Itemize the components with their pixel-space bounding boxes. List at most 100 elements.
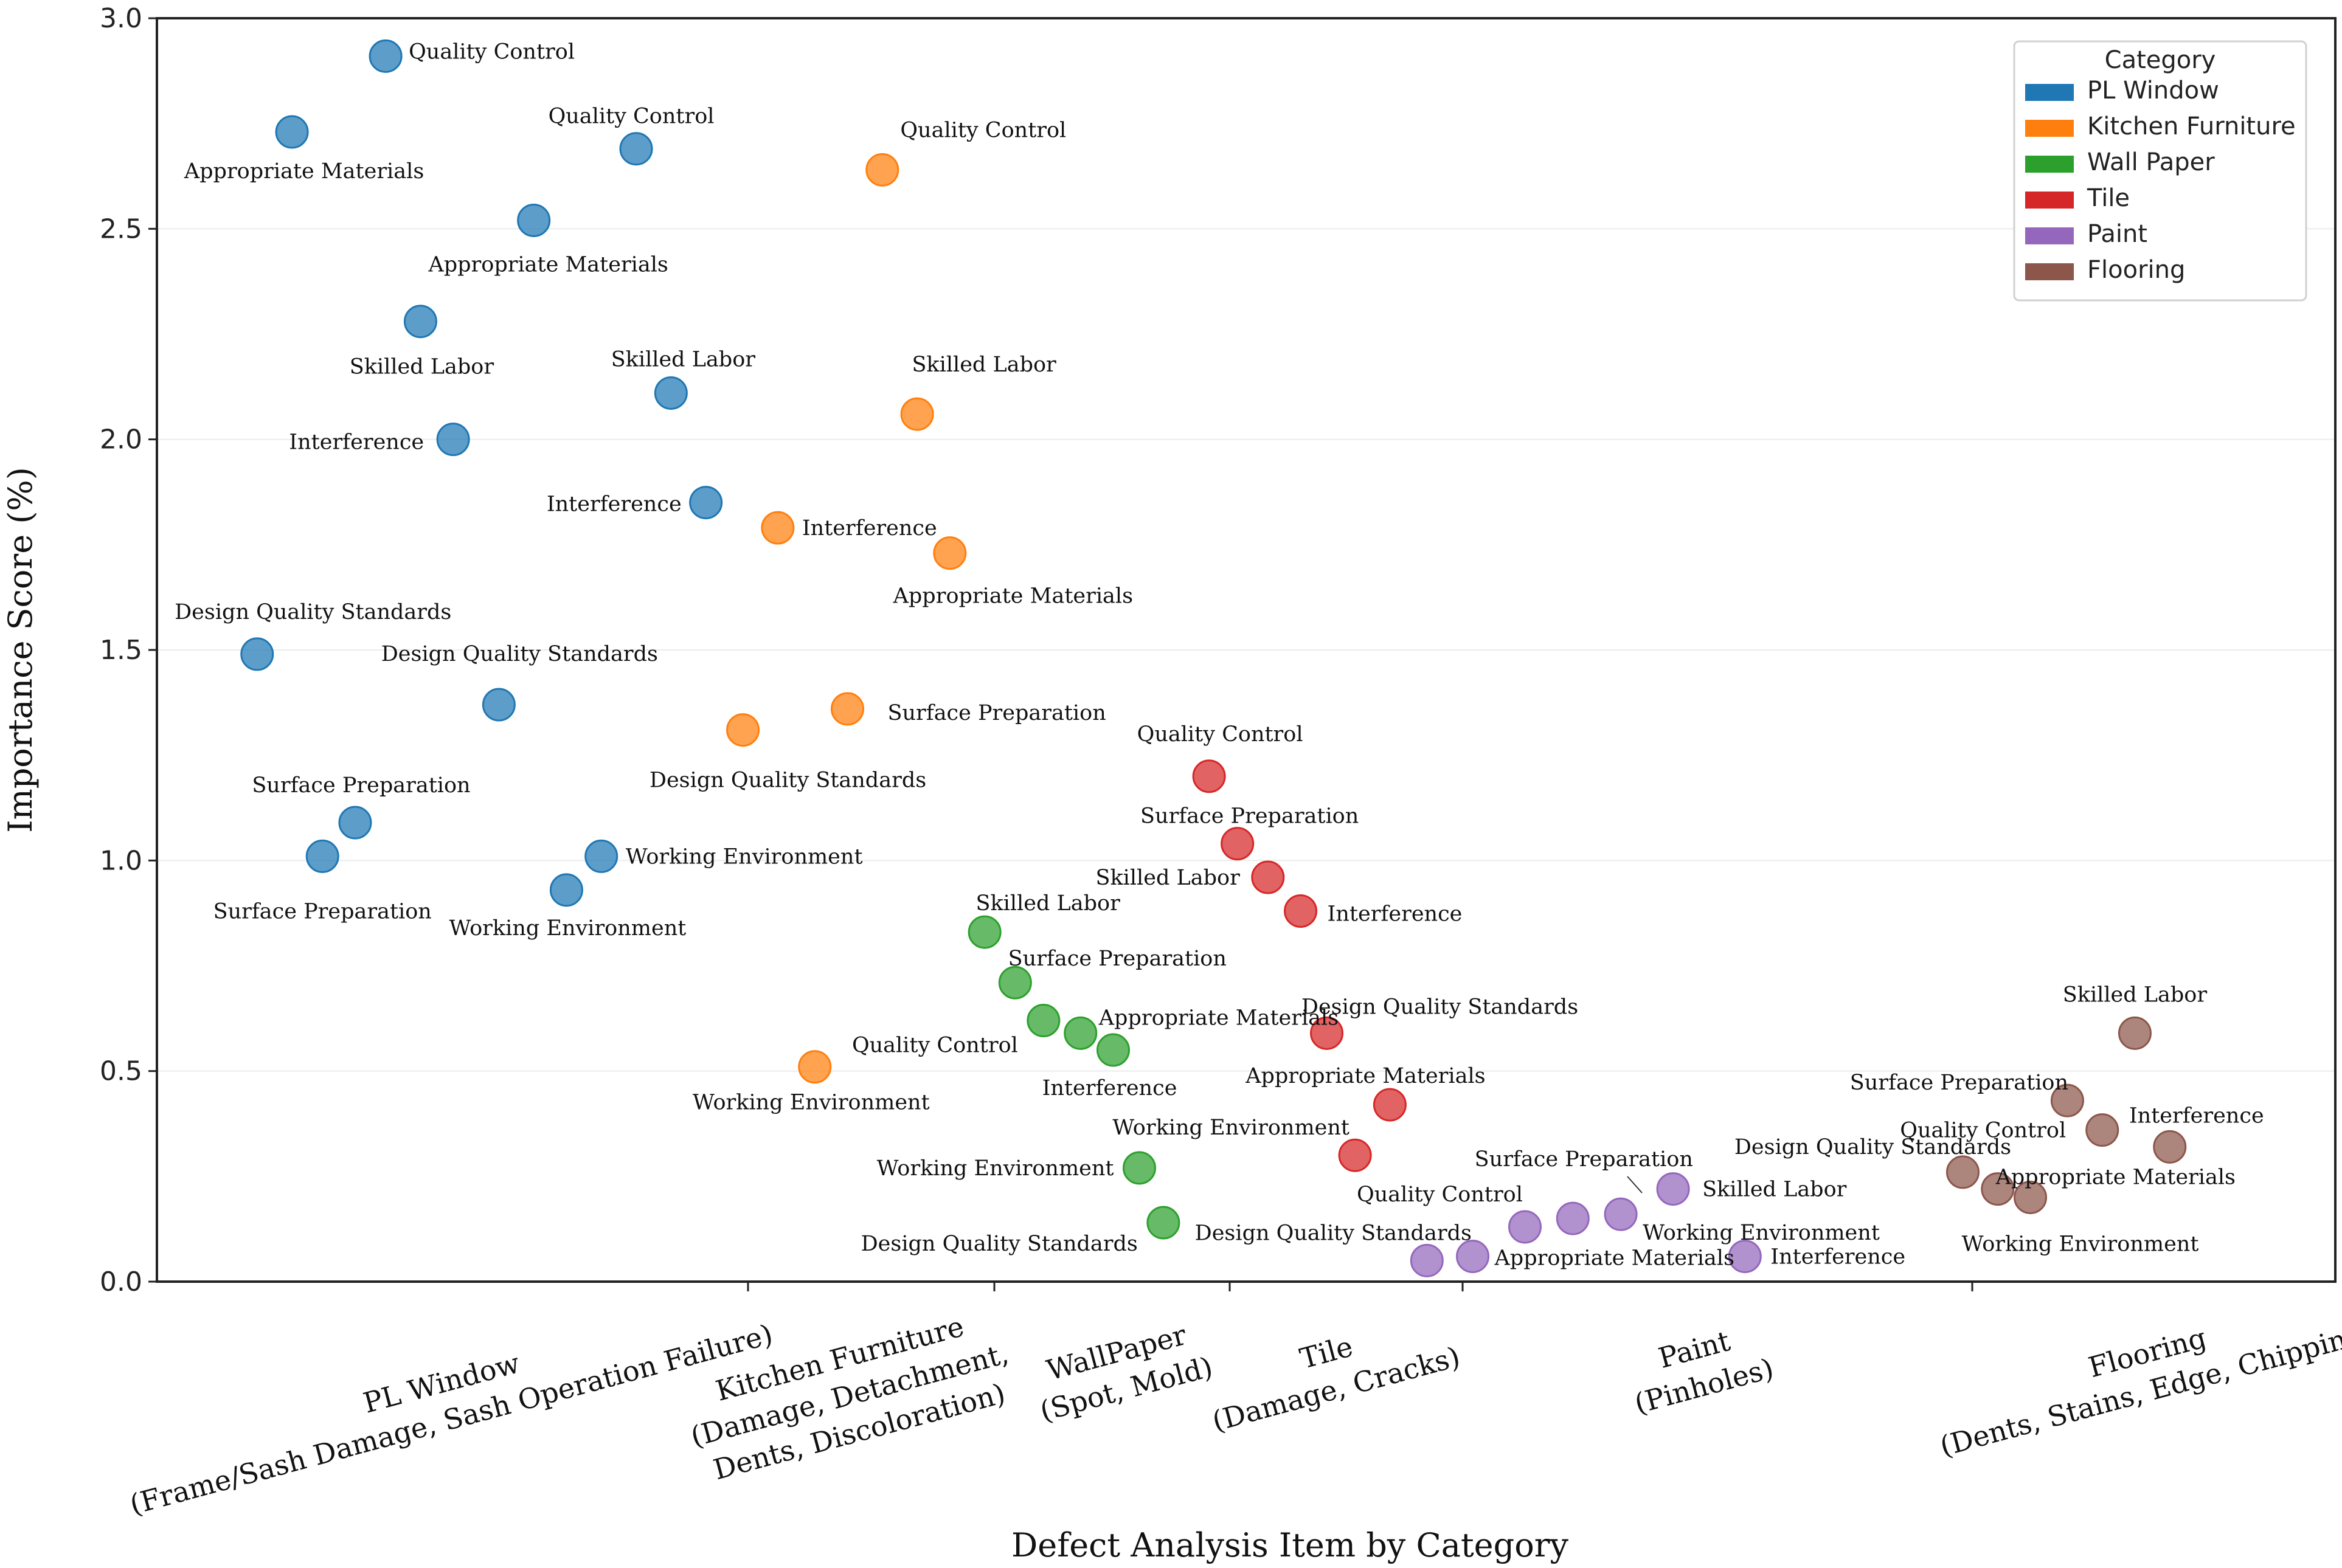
point-label-0-5: Skilled Labor [611, 347, 756, 371]
point-label-0-2: Quality Control [549, 105, 715, 129]
point-label-0-3: Appropriate Materials [428, 252, 668, 277]
category-label-0: PL Window(Frame/Sash Damage, Sash Operat… [126, 1318, 777, 1521]
legend-swatch-3 [2025, 192, 2074, 209]
x-axis-title: Defect Analysis Item by Category [1011, 1526, 1569, 1564]
point-label-1-3: Appropriate Materials [893, 584, 1133, 609]
point-3-3 [1284, 894, 1318, 928]
category-label-3: Tile(Damage, Cracks) [1209, 1330, 1464, 1438]
point-label-4-0: Skilled Labor [1702, 1178, 1847, 1202]
point-3-6 [1338, 1138, 1372, 1172]
point-4-4 [1456, 1239, 1490, 1273]
legend-box [2013, 40, 2307, 302]
plot-frame [156, 17, 2337, 1283]
point-2-6 [1146, 1206, 1180, 1240]
y-tick-label-2: 1.0 [100, 845, 142, 876]
point-3-0 [1192, 759, 1226, 793]
point-label-0-0: Quality Control [409, 40, 575, 64]
point-0-2 [619, 132, 653, 166]
y-axis-ticks: 0.0 0.5 1.0 1.5 2.0 2.5 3.0 [100, 3, 157, 1297]
point-label-5-3: Interference [2129, 1103, 2264, 1128]
point-4-0 [1656, 1172, 1690, 1206]
point-label-0-11: Surface Preparation [213, 899, 432, 924]
legend-swatch-5 [2025, 263, 2074, 280]
point-1-2 [761, 511, 795, 545]
legend-label-2: Wall Paper [2087, 148, 2215, 176]
point-0-1 [275, 115, 309, 149]
point-1-4 [830, 692, 864, 726]
point-2-2 [1027, 1004, 1061, 1038]
point-4-5 [1410, 1243, 1444, 1277]
point-5-4 [1945, 1155, 1980, 1189]
point-label-2-4: Interference [1042, 1076, 1177, 1100]
legend-swatch-1 [2025, 120, 2074, 137]
point-label-1-1: Skilled Labor [912, 353, 1056, 377]
x-ticks [747, 1282, 1973, 1291]
point-label-5-2: Quality Control [1900, 1119, 2066, 1143]
point-1-1 [900, 397, 934, 431]
point-label-4-5: Design Quality Standards [1195, 1221, 1472, 1245]
point-4-2 [1604, 1197, 1638, 1231]
category-label-5: Flooring(Dents, Stains, Edge, Chipping) [1936, 1315, 2342, 1463]
point-0-10 [338, 806, 372, 840]
point-label-3-3: Interference [1328, 902, 1463, 926]
point-0-6 [436, 423, 470, 457]
legend-label-0: PL Window [2087, 77, 2219, 105]
point-label-3-0: Quality Control [1137, 722, 1303, 747]
category-label-0-line-1: (Frame/Sash Damage, Sash Operation Failu… [126, 1318, 777, 1521]
point-label-2-3: Appropriate Materials [1098, 1006, 1339, 1030]
point-1-3 [933, 536, 967, 570]
point-5-3 [2153, 1130, 2187, 1164]
legend-label-4: Paint [2087, 220, 2147, 248]
point-label-0-6: Interference [289, 430, 424, 455]
point-0-7 [689, 486, 723, 520]
point-3-4 [1310, 1016, 1344, 1050]
point-0-5 [654, 376, 688, 410]
point-label-1-6: Working Environment [693, 1091, 930, 1115]
point-0-4 [403, 305, 437, 339]
point-label-5-4: Design Quality Standards [1734, 1135, 2011, 1159]
point-label-3-2: Skilled Labor [1095, 866, 1240, 890]
point-label-0-9: Design Quality Standards [381, 642, 658, 666]
legend-label-1: Kitchen Furniture [2087, 112, 2296, 140]
legend-label-5: Flooring [2087, 256, 2185, 284]
point-label-5-1: Surface Preparation [1850, 1071, 2068, 1095]
point-0-9 [482, 688, 516, 722]
point-label-2-0: Skilled Labor [975, 891, 1120, 916]
point-label-2-5: Working Environment [877, 1156, 1114, 1181]
point-label-1-2: Interference [802, 516, 937, 541]
y-tick-label-6: 3.0 [100, 3, 142, 34]
point-3-2 [1251, 860, 1285, 894]
point-1-6 [798, 1050, 832, 1084]
point-2-0 [968, 915, 1002, 949]
point-label-1-4: Surface Preparation [887, 701, 1106, 725]
point-label-0-12: Working Environment [626, 844, 863, 869]
point-1-5 [726, 713, 760, 747]
data-points [240, 39, 2187, 1277]
category-label-2: WallPaper(Spot, Mold) [1036, 1318, 1216, 1428]
point-label-3-5: Appropriate Materials [1245, 1064, 1485, 1088]
point-label-4-4: Appropriate Materials [1494, 1246, 1734, 1270]
point-0-8 [240, 637, 274, 671]
legend-title: Category [2105, 46, 2216, 74]
legend-swatch-4 [2025, 227, 2074, 244]
point-label-0-4: Skilled Labor [350, 355, 494, 379]
point-label-1-0: Quality Control [900, 118, 1066, 142]
point-1-0 [865, 153, 899, 187]
y-tick-label-3: 1.5 [100, 635, 142, 666]
point-0-13 [549, 873, 583, 907]
point-labels: Quality Control Appropriate Materials Qual… [175, 40, 2264, 1270]
point-label-0-8: Design Quality Standards [175, 600, 451, 624]
point-label-2-2: Quality Control [852, 1034, 1018, 1058]
point-label-3-1: Surface Preparation [1140, 804, 1359, 829]
point-label-3-4: Design Quality Standards [1301, 995, 1578, 1019]
point-2-4 [1096, 1033, 1130, 1067]
y-tick-label-5: 2.5 [100, 213, 142, 244]
point-label-2-1: Surface Preparation [1008, 947, 1227, 971]
point-5-5 [1981, 1172, 2015, 1206]
point-label-4-1: Surface Preparation [1475, 1147, 1693, 1172]
point-4-3 [1508, 1210, 1542, 1244]
category-label-4: Paint(Pinholes) [1631, 1324, 1777, 1420]
point-5-0 [2118, 1016, 2152, 1050]
point-2-3 [1064, 1016, 1098, 1050]
